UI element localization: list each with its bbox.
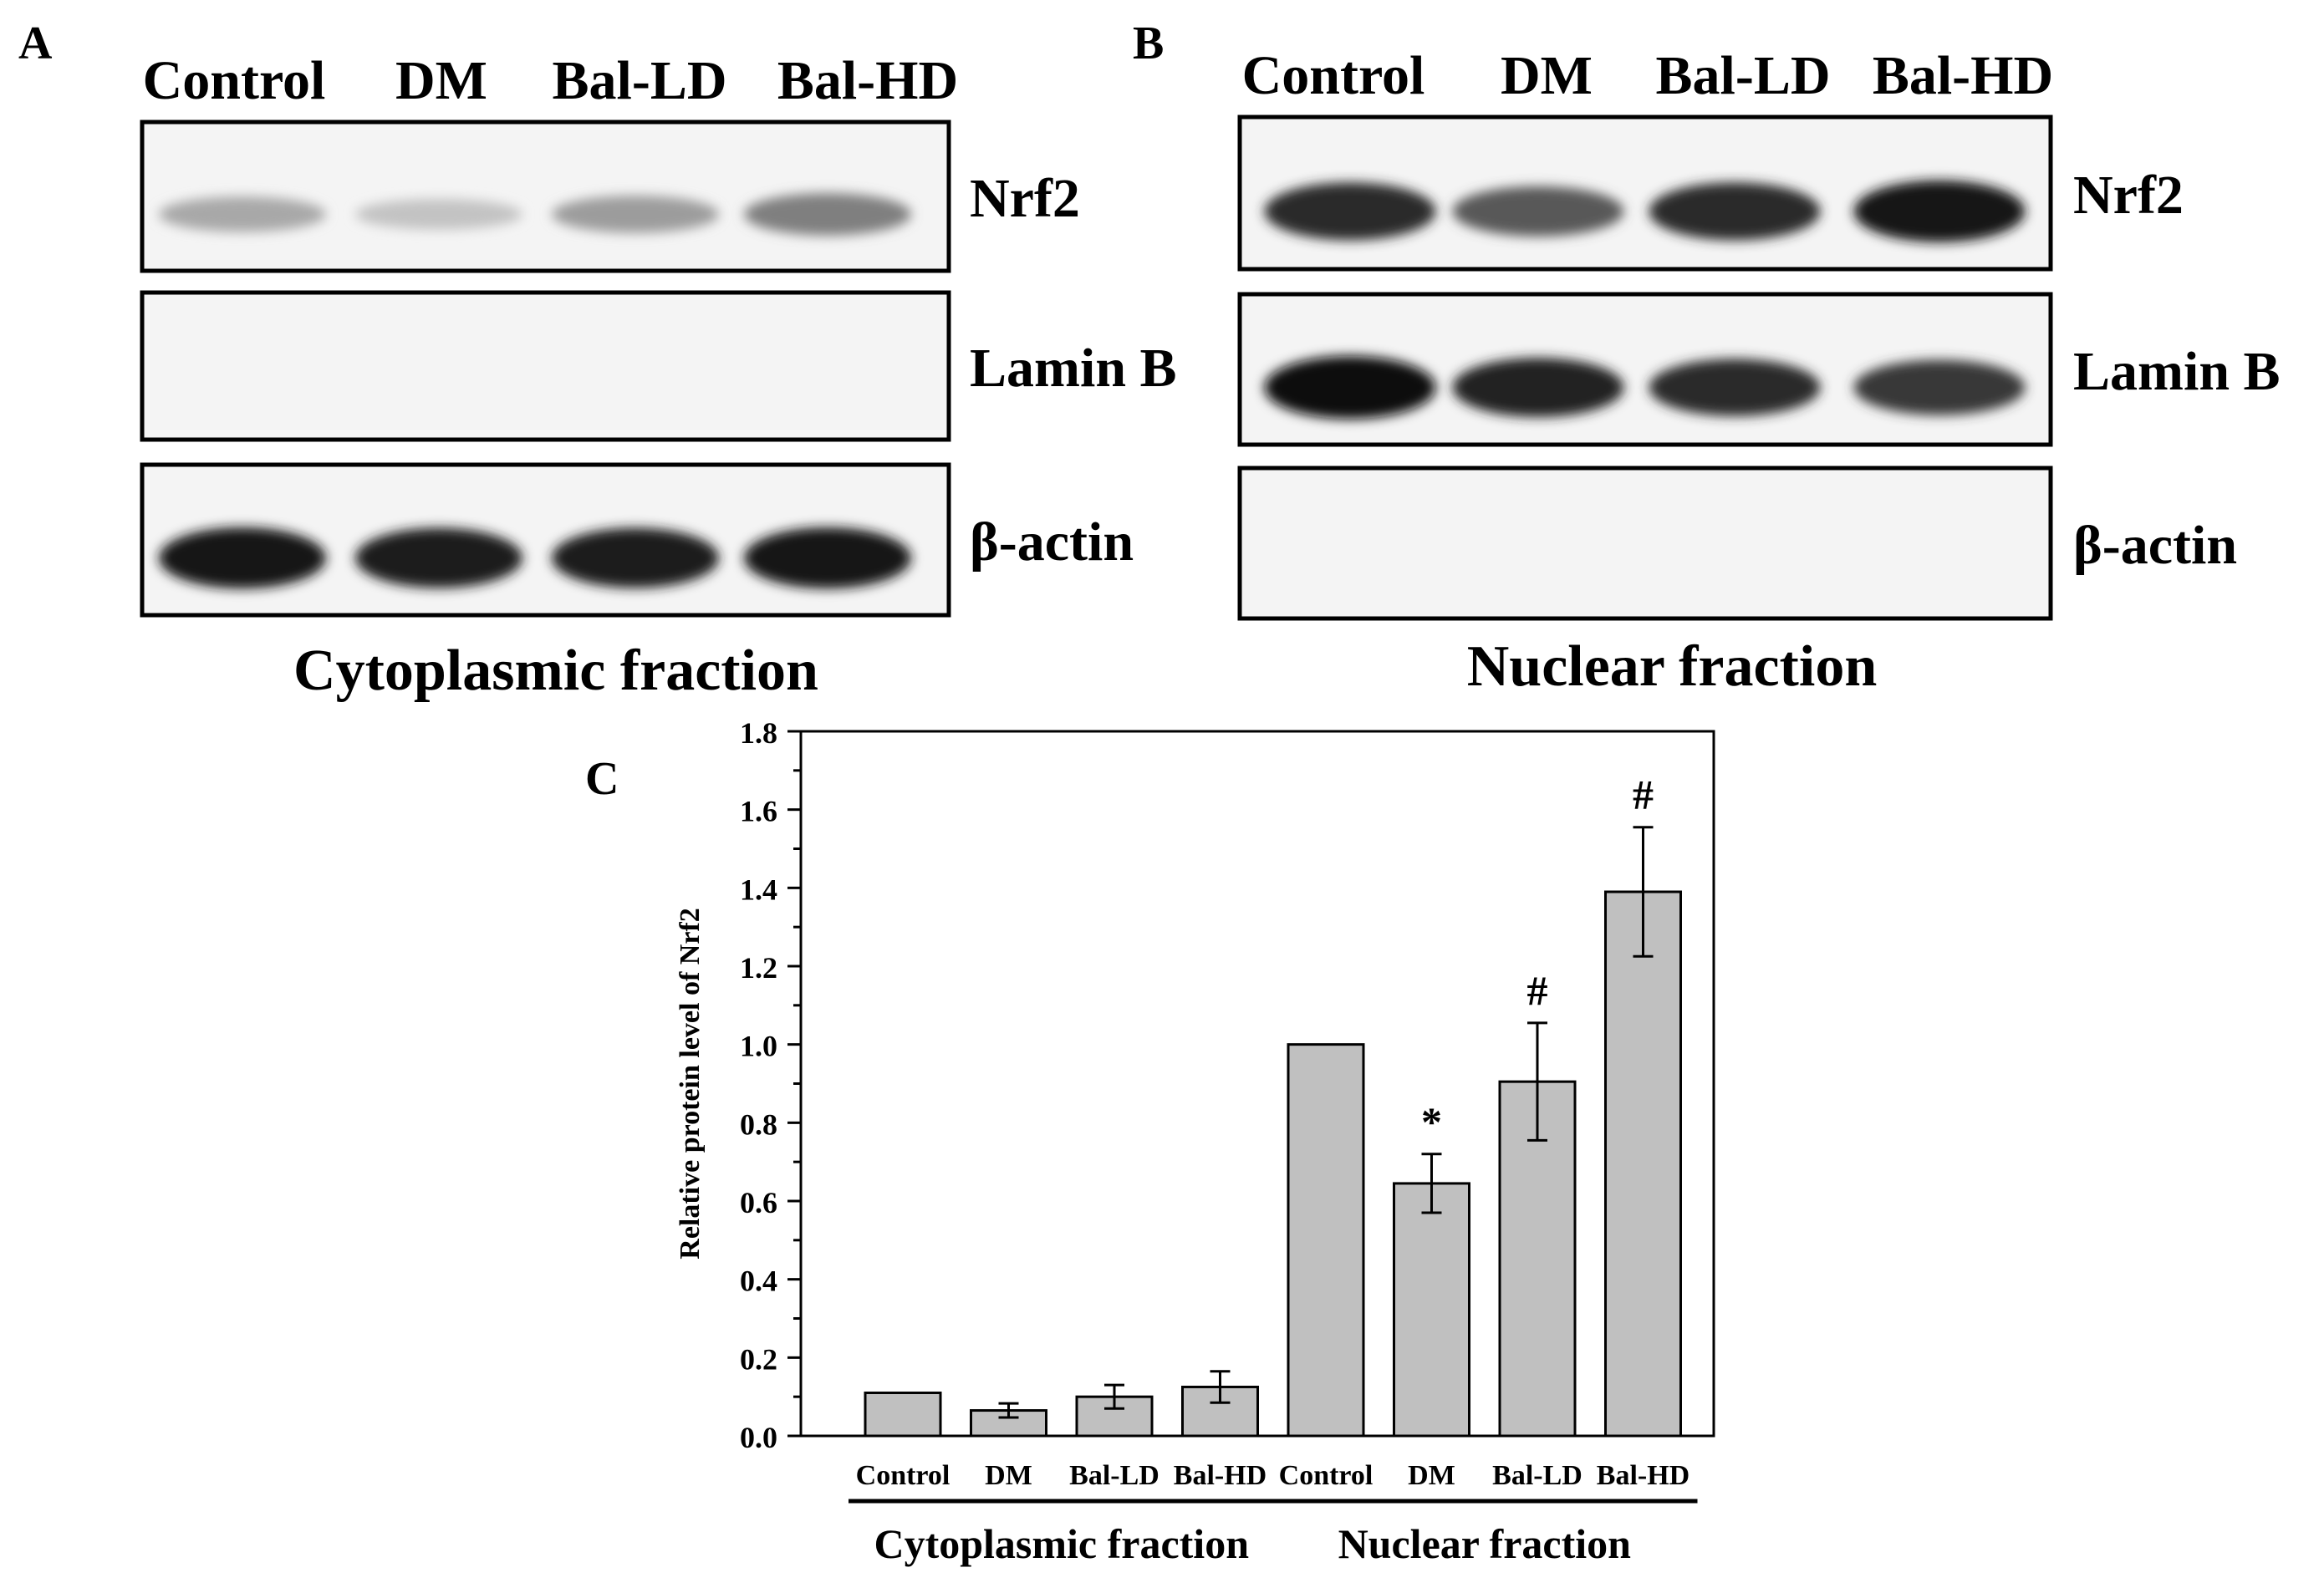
blot-label: Nrf2 <box>2073 165 2184 226</box>
y-axis-label: Relative protein level of Nrf2 <box>675 908 706 1259</box>
lane-label: DM <box>395 50 487 111</box>
group-label: Cytoplasmic fraction <box>874 1520 1249 1567</box>
blot-band <box>355 527 522 588</box>
y-tick-label: 1.2 <box>740 951 777 985</box>
panel-a-lane-labels: Control DM Bal-LD Bal-HD <box>143 50 959 111</box>
x-tick-label: Control <box>856 1460 950 1491</box>
bar <box>864 1391 942 1438</box>
panel-b-letter: B <box>1133 18 1164 69</box>
group-label: Nuclear fraction <box>1338 1520 1632 1567</box>
blot-band <box>1649 359 1821 416</box>
y-tick-label: 0.0 <box>740 1421 777 1454</box>
plot-frame <box>799 730 1715 1438</box>
y-tick-label: 0.4 <box>740 1265 777 1298</box>
x-tick-label: DM <box>985 1460 1032 1491</box>
panel-c-letter: C <box>585 753 619 805</box>
panel-a-letter: A <box>18 18 53 69</box>
blot-strip <box>140 120 951 273</box>
blot-strip <box>140 290 951 442</box>
panel-b-caption: Nuclear fraction <box>1467 634 1878 699</box>
blot-strip <box>1237 466 2053 621</box>
blot-label: Nrf2 <box>970 168 1080 229</box>
lane-label: DM <box>1501 45 1593 106</box>
blot-band <box>552 196 719 233</box>
panel-b: B Control DM Bal-LD Bal-HD Nrf2 Lamin B β-act… <box>1133 18 2281 699</box>
blot-label: β-actin <box>2073 515 2237 576</box>
y-tick-label: 0.2 <box>740 1342 777 1376</box>
blot-band <box>1264 355 1436 420</box>
blot-band <box>355 198 522 230</box>
x-tick-label: Bal-HD <box>1597 1460 1689 1491</box>
lane-label: Bal-HD <box>1873 45 2053 106</box>
blot-band <box>1853 180 2026 242</box>
panel-b-lane-labels: Control DM Bal-LD Bal-HD <box>1242 45 2054 106</box>
blot-band <box>1452 358 1624 418</box>
x-tick-label: Control <box>1279 1460 1374 1491</box>
blot-strip <box>140 462 951 618</box>
y-tick-label: 1.8 <box>740 716 777 750</box>
blot-band <box>159 527 326 589</box>
panel-b-blots: Nrf2 Lamin B β-actin <box>1237 115 2281 621</box>
significance-mark: # <box>1633 771 1654 818</box>
panel-a-caption: Cytoplasmic fraction <box>293 639 818 703</box>
y-tick-label: 1.4 <box>740 873 777 906</box>
y-tick-label: 0.6 <box>740 1186 777 1219</box>
panel-a-blots: Nrf2 Lamin B β-actin <box>140 120 1177 618</box>
x-tick-label: Bal-LD <box>1492 1460 1582 1491</box>
y-tick-label: 1.0 <box>740 1030 777 1063</box>
bar <box>1393 1182 1470 1438</box>
blot-band <box>1649 182 1821 241</box>
significance-mark: * <box>1421 1098 1442 1145</box>
panel-c: C 0.0 0.2 0.4 0.6 0.8 1.0 1.2 1.4 1.6 1.8 Relative… <box>585 716 1715 1567</box>
blot-band <box>1264 182 1436 241</box>
lane-label: Bal-LD <box>1655 45 1830 106</box>
y-tick-label: 1.6 <box>740 795 777 828</box>
significance-mark: # <box>1527 967 1548 1014</box>
blot-frame <box>1237 466 2053 621</box>
x-tick-label: Bal-HD <box>1174 1460 1266 1491</box>
blot-band <box>1853 359 2026 415</box>
bar <box>1287 1043 1365 1438</box>
lane-label: Bal-LD <box>552 50 726 111</box>
y-tick-label: 0.8 <box>740 1107 777 1141</box>
bar <box>1604 890 1682 1438</box>
bar-chart: 0.0 0.2 0.4 0.6 0.8 1.0 1.2 1.4 1.6 1.8 Relative p… <box>675 716 1715 1567</box>
lane-label: Control <box>143 50 326 111</box>
blot-band <box>744 527 911 589</box>
blot-strip <box>1237 115 2053 272</box>
blot-label: Lamin B <box>970 338 1177 399</box>
blot-frame <box>140 290 951 442</box>
panel-a: A Control DM Bal-LD Bal-HD Nrf2 Lamin B β-act… <box>18 18 1177 703</box>
blot-band <box>159 196 326 232</box>
blot-band <box>552 527 719 588</box>
blot-label: Lamin B <box>2073 341 2281 402</box>
x-tick-label: Bal-LD <box>1069 1460 1159 1491</box>
blot-label: β-actin <box>970 512 1134 573</box>
lane-label: Control <box>1242 45 1425 106</box>
x-tick-label: DM <box>1408 1460 1455 1491</box>
lane-label: Bal-HD <box>777 50 958 111</box>
blot-strip <box>1237 292 2053 447</box>
blot-band <box>744 193 911 236</box>
blot-band <box>1452 186 1624 237</box>
